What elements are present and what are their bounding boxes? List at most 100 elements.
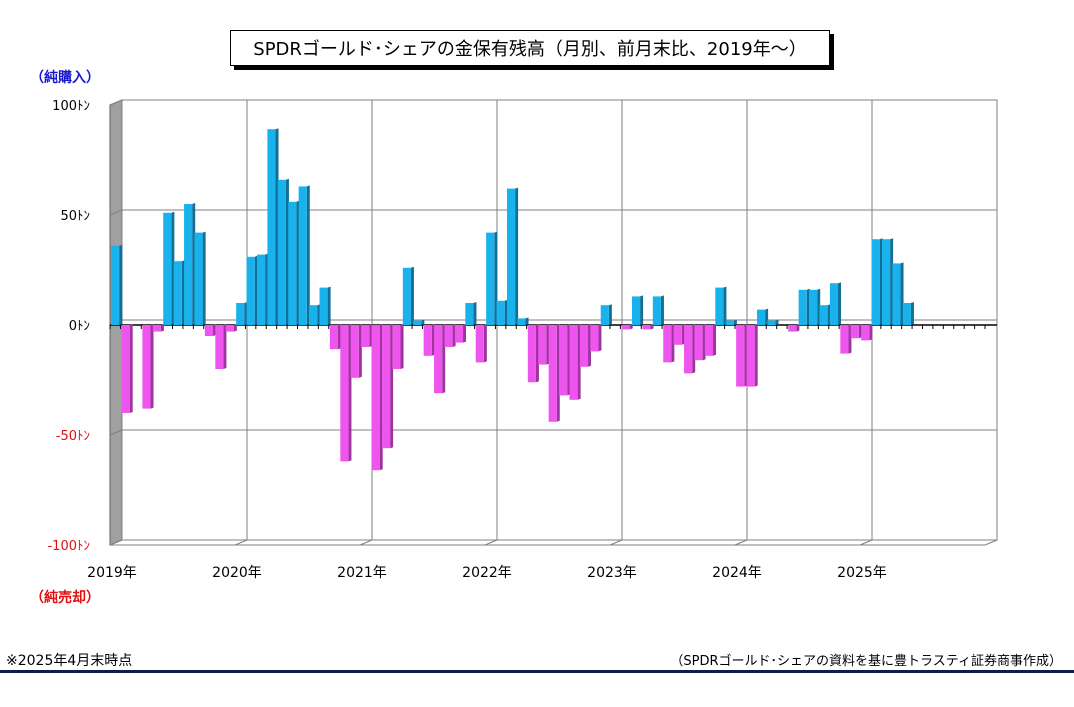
bar xyxy=(538,324,550,365)
bar-face xyxy=(225,325,234,332)
bar-face xyxy=(850,325,859,339)
bar xyxy=(809,288,821,325)
gridline-depth xyxy=(109,429,123,436)
bar-face xyxy=(579,325,589,367)
bar-face xyxy=(715,287,724,325)
bar xyxy=(121,324,133,413)
bar xyxy=(486,231,498,325)
bar xyxy=(819,304,831,325)
bar xyxy=(767,319,779,325)
bar-face xyxy=(663,325,672,363)
bar-side xyxy=(327,286,331,325)
bar-face xyxy=(881,239,891,325)
bar xyxy=(559,324,571,396)
bar-side xyxy=(223,324,227,369)
bar xyxy=(215,324,227,369)
bar xyxy=(871,238,883,325)
bar-side xyxy=(379,324,383,471)
bar xyxy=(142,324,154,409)
bar xyxy=(840,324,852,354)
bar-face xyxy=(871,239,880,325)
bar-face xyxy=(642,325,651,330)
bar-side xyxy=(910,302,914,325)
gridline-depth xyxy=(109,99,123,106)
bar-face xyxy=(267,129,276,325)
bar-side xyxy=(160,324,164,332)
bar-face xyxy=(506,188,516,325)
bar-side xyxy=(702,324,706,361)
bar-side xyxy=(442,324,446,394)
bar-face xyxy=(527,325,536,383)
bar xyxy=(194,231,206,325)
x-tick-label: 2020年 xyxy=(212,565,262,581)
bar-side xyxy=(410,266,414,325)
bar xyxy=(496,299,508,325)
bar-side xyxy=(348,324,352,462)
bar xyxy=(309,304,321,325)
bar-side xyxy=(806,288,810,325)
bar xyxy=(444,324,456,347)
bar-face xyxy=(569,325,578,400)
bar-face xyxy=(329,325,339,350)
bar-side xyxy=(233,324,237,332)
bar-face xyxy=(704,325,714,356)
bar-face xyxy=(111,245,120,325)
bar xyxy=(590,324,602,352)
bar-face xyxy=(538,325,547,365)
bar xyxy=(829,282,842,325)
bar-side xyxy=(556,324,560,422)
bar xyxy=(236,302,248,325)
bar-face xyxy=(600,305,609,325)
bar-face xyxy=(298,186,307,325)
bar xyxy=(756,308,769,325)
bar-face xyxy=(350,325,359,378)
bar xyxy=(725,319,737,325)
bar-side xyxy=(858,324,862,339)
bar-face xyxy=(361,325,370,347)
bar-face xyxy=(152,325,161,332)
bar-side xyxy=(629,324,633,330)
bar-face xyxy=(486,232,495,325)
bar-face xyxy=(121,325,130,413)
bar xyxy=(527,324,539,383)
chart-title: SPDRゴールド･シェアの金保有残高（月別、前月末比、2019年～） xyxy=(230,30,830,66)
bar-face xyxy=(725,320,734,325)
bar xyxy=(246,255,258,325)
bar-side xyxy=(671,324,675,363)
bar-face xyxy=(590,325,599,352)
bar xyxy=(788,324,800,332)
bar xyxy=(319,286,331,325)
bar-side xyxy=(317,304,321,325)
bar-side xyxy=(285,178,289,325)
bar xyxy=(423,324,435,356)
bar-face xyxy=(684,325,693,374)
bar-face xyxy=(434,325,443,394)
year-gridline-depth xyxy=(234,539,248,546)
bar xyxy=(861,324,873,341)
bar xyxy=(621,324,633,330)
bar xyxy=(475,324,487,363)
bar-face xyxy=(621,325,630,330)
bar-face xyxy=(194,232,203,325)
bar-face xyxy=(381,325,391,449)
bar xyxy=(288,200,300,325)
bar-face xyxy=(236,303,245,325)
bar xyxy=(340,324,352,462)
bar-side xyxy=(650,324,654,330)
y-tick-label: 100ﾄﾝ xyxy=(52,99,90,114)
bar xyxy=(850,324,862,339)
bar-face xyxy=(392,325,401,369)
bar-side xyxy=(494,231,498,325)
bar xyxy=(892,262,904,325)
bar xyxy=(163,211,175,325)
bar-side xyxy=(723,286,727,325)
bar xyxy=(361,324,373,347)
bar-side xyxy=(254,255,258,325)
bar-face xyxy=(694,325,703,361)
bar-side xyxy=(504,299,508,325)
bar-face xyxy=(767,320,776,325)
bar-face xyxy=(902,303,911,325)
source-credit: （SPDRゴールド･シェアの資料を基に豊トラスティ証券商事作成） xyxy=(670,654,1062,669)
bar-side xyxy=(796,324,800,332)
